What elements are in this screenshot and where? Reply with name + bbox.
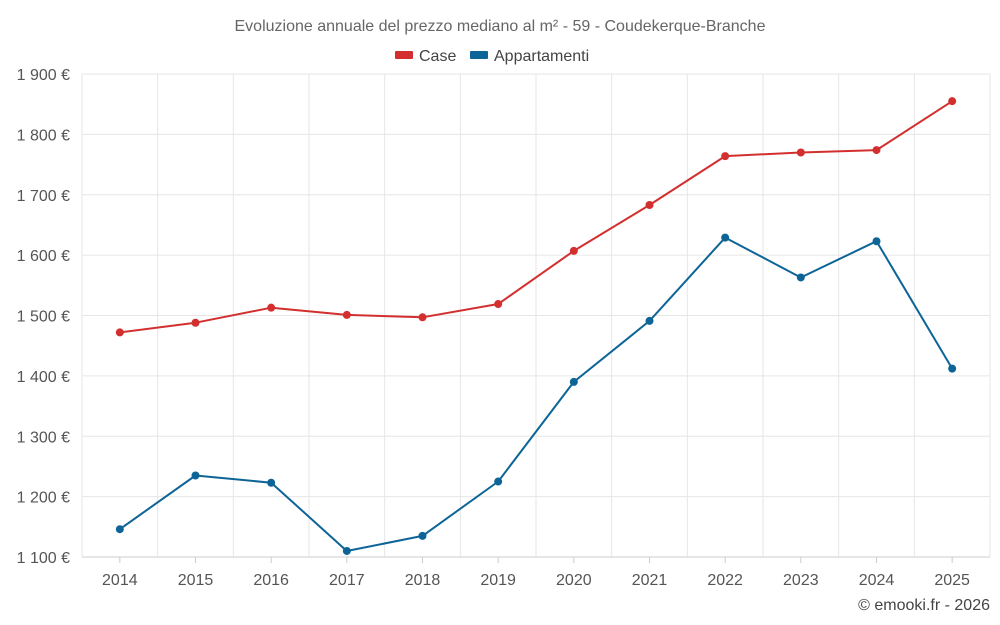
series-case (115, 97, 957, 337)
data-point-appartamenti-2022[interactable] (721, 233, 730, 242)
data-point-appartamenti-2015[interactable] (191, 471, 200, 480)
series-line-case (119, 100, 953, 334)
series-line-appartamenti (119, 236, 954, 552)
x-tick-label: 2014 (102, 572, 138, 589)
x-tick-label: 2018 (405, 572, 441, 589)
data-point-appartamenti-2019[interactable] (494, 477, 503, 486)
x-tick-label: 2023 (783, 572, 819, 589)
data-point-case-2025[interactable] (948, 97, 957, 106)
x-tick-label: 2017 (329, 572, 365, 589)
data-point-case-2022[interactable] (721, 152, 730, 161)
x-tick-label: 2019 (480, 572, 516, 589)
y-tick-label: 1 100 € (17, 550, 70, 567)
data-point-case-2024[interactable] (872, 146, 881, 155)
y-tick-label: 1 600 € (17, 248, 70, 265)
y-tick-label: 1 500 € (17, 309, 70, 326)
series-appartamenti (115, 233, 957, 555)
legend-item-case[interactable]: Case (395, 48, 456, 65)
legend-label-case: Case (419, 48, 456, 65)
data-point-appartamenti-2018[interactable] (418, 531, 427, 540)
x-tick-label: 2016 (253, 572, 289, 589)
chart-title: Evoluzione annuale del prezzo mediano al… (235, 18, 766, 35)
data-point-appartamenti-2023[interactable] (796, 273, 805, 282)
x-tick-label: 2024 (859, 572, 895, 589)
x-tick-label: 2021 (632, 572, 668, 589)
legend-item-appartamenti[interactable]: Appartamenti (470, 48, 589, 65)
x-tick-label: 2015 (178, 572, 214, 589)
data-point-appartamenti-2017[interactable] (342, 546, 351, 555)
data-point-case-2018[interactable] (418, 313, 427, 322)
y-tick-label: 1 800 € (17, 127, 70, 144)
credit-text: © emooki.fr - 2026 (858, 597, 990, 614)
data-point-case-2020[interactable] (569, 246, 578, 255)
data-point-case-2017[interactable] (342, 310, 351, 319)
x-tick-label: 2020 (556, 572, 592, 589)
data-point-appartamenti-2024[interactable] (872, 237, 881, 246)
x-tick-label: 2025 (934, 572, 970, 589)
y-tick-label: 1 300 € (17, 429, 70, 446)
data-point-case-2021[interactable] (645, 201, 654, 210)
legend-swatch-case (395, 51, 413, 59)
legend: Case Appartamenti (395, 48, 589, 65)
y-tick-label: 1 900 € (17, 67, 70, 84)
y-tick-label: 1 700 € (17, 188, 70, 205)
grid (81, 73, 991, 557)
legend-label-appartamenti: Appartamenti (494, 48, 589, 65)
data-point-appartamenti-2016[interactable] (267, 478, 276, 487)
data-point-case-2015[interactable] (191, 318, 200, 327)
data-point-case-2019[interactable] (494, 300, 503, 309)
x-tick-label: 2022 (707, 572, 743, 589)
series (115, 97, 957, 555)
data-point-appartamenti-2025[interactable] (948, 364, 957, 373)
data-point-case-2023[interactable] (796, 148, 805, 157)
data-point-appartamenti-2014[interactable] (115, 525, 124, 534)
data-point-case-2016[interactable] (267, 303, 276, 312)
y-tick-label: 1 200 € (17, 490, 70, 507)
legend-swatch-appartamenti (470, 51, 488, 59)
axes: 1 100 € 1 200 € 1 300 € 1 400 € 1 500 € 1 600… (17, 67, 990, 589)
data-point-appartamenti-2020[interactable] (569, 377, 578, 386)
data-point-case-2014[interactable] (115, 328, 124, 337)
y-tick-label: 1 400 € (17, 369, 70, 386)
data-point-appartamenti-2021[interactable] (645, 316, 654, 325)
